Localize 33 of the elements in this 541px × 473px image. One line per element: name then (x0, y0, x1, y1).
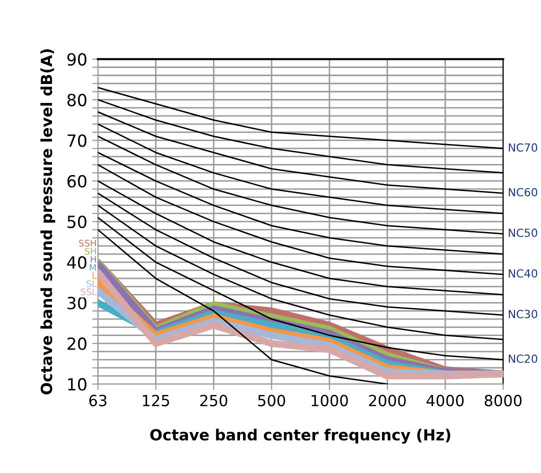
text: M (90, 264, 96, 271)
x-tick-label: 125 (142, 394, 170, 406)
series-label: NC40 (508, 269, 538, 278)
series-label: NC30 (508, 310, 538, 318)
series-label: SL (86, 280, 97, 288)
y-tick-label: 10 (68, 378, 86, 391)
x-axis-title: Octave band center frequency (Hz) (150, 428, 450, 444)
series-label: SH (84, 248, 96, 255)
series-label: H (90, 256, 96, 263)
series-label: NC50 (508, 228, 538, 238)
x-tick-label: 250 (200, 394, 228, 406)
x-tick-label: 4000 (426, 394, 464, 406)
series-label: SSH (79, 240, 96, 247)
series-label: NC70 (508, 143, 538, 152)
series-label: NC20 (508, 354, 538, 363)
y-tick-label: 50 (68, 216, 86, 228)
y-tick-label: 70 (68, 134, 86, 147)
y-tick-label: 80 (67, 94, 86, 106)
series-label: L (92, 272, 97, 279)
line-series (98, 229, 388, 384)
series-label: NC60 (508, 188, 538, 196)
y-tick-label: 30 (68, 296, 86, 310)
y-axis-title: Octave band sound pressure level dB(A) (40, 49, 56, 394)
x-tick-label: 500 (258, 394, 286, 406)
y-tick-label: 40 (67, 256, 86, 269)
x-tick-label: 1000 (312, 394, 348, 406)
x-tick-label: 63 (89, 394, 106, 406)
y-tick-label: 20 (68, 337, 86, 350)
x-tick-label: 8000 (484, 394, 522, 406)
y-tick-label: 90 (67, 53, 86, 66)
y-tick-label: 60 (67, 174, 86, 188)
series-label: SSL (80, 288, 97, 296)
x-tick-label: 2000 (369, 394, 406, 406)
